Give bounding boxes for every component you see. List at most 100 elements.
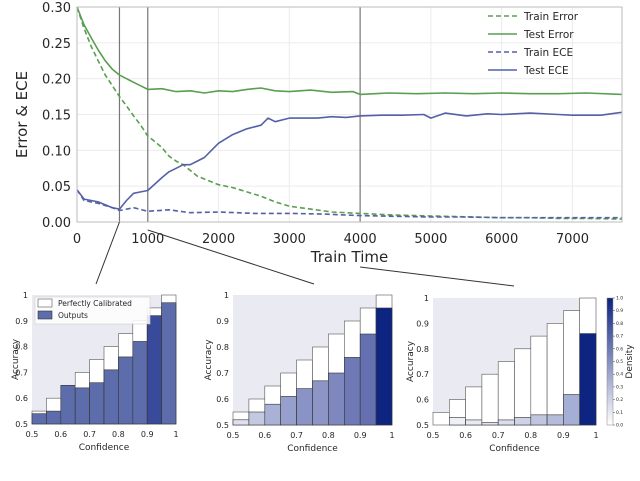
y-tick-label: 0.6 (15, 394, 28, 403)
colorbar-tick-label: 1.0 (616, 296, 623, 302)
x-axis-label: Confidence (79, 443, 130, 453)
main-legend: Train Error Test Error Train ECE Test ECE (488, 11, 579, 77)
output-bar (46, 410, 62, 425)
colorbar-tick-label: 0.6 (616, 346, 623, 352)
output-bar (232, 419, 250, 426)
x-tick-label: 0.8 (322, 431, 335, 440)
series-line-test-error (76, 6, 623, 96)
y-tick-label: 0.6 (216, 395, 229, 404)
legend-label: Outputs (58, 311, 88, 320)
y-tick-label: 0.7 (416, 370, 429, 379)
legend-label: Train ECE (523, 47, 573, 59)
main-y-tick-label: 0.05 (42, 180, 71, 195)
main-chart: 0 1000 2000 3000 4000 5000 6000 7000 0.00 0.05 0.1… (13, 1, 623, 266)
x-tick-label: 0.5 (26, 430, 39, 439)
output-bar (312, 380, 329, 426)
main-x-tick-label: 1000 (131, 232, 164, 247)
output-bar (248, 411, 266, 426)
perfect-calibration-bar (497, 361, 515, 426)
perfect-calibration-bar (465, 386, 483, 426)
x-tick-label: 0.5 (427, 431, 440, 440)
reliability-diagram-2: 0.5 0.6 0.7 0.8 0.9 1 0.5 0.6 0.7 0.8 0.9 1 Confiden… (204, 291, 395, 454)
y-tick-label: 0.7 (216, 369, 229, 378)
x-axis-label: Confidence (489, 444, 540, 454)
colorbar-label: Density (625, 344, 635, 379)
output-bar (546, 414, 564, 426)
output-bar (89, 382, 105, 425)
output-bar (497, 419, 515, 426)
colorbar-tick-label: 0.5 (616, 359, 623, 365)
main-x-axis-label: Train Time (310, 248, 388, 266)
main-y-tick-label: 0.15 (42, 109, 71, 124)
output-bar (103, 369, 119, 425)
legend-label: Train Error (523, 11, 579, 23)
colorbar-tick-label: 0.8 (616, 321, 623, 327)
connector-line (147, 229, 315, 285)
x-tick-label: 0.9 (141, 430, 154, 439)
main-x-tick-label: 4000 (344, 232, 377, 247)
output-bar (132, 341, 148, 425)
y-tick-label: 0.5 (216, 421, 229, 430)
series-line-train-error (76, 6, 623, 220)
colorbar-tick-label: 0.1 (616, 410, 623, 416)
output-bar (146, 315, 162, 425)
y-tick-label: 0.8 (416, 345, 429, 354)
perfect-calibration-bar (530, 335, 548, 426)
legend-label: Test ECE (523, 65, 569, 77)
colorbar-gradient (606, 297, 614, 426)
legend-label: Perfectly Calibrated (58, 299, 132, 308)
y-tick-label: 0.8 (15, 343, 28, 352)
output-bar (328, 372, 345, 426)
reliability-legend: Perfectly Calibrated Outputs (34, 296, 151, 325)
density-colorbar: 0.0 0.1 0.2 0.3 0.4 0.5 0.6 0.7 0.8 0.9 1.0 Density (606, 296, 635, 429)
colorbar-tick-label: 0.0 (616, 423, 623, 429)
output-bar (343, 357, 361, 426)
series-line-test-ece (76, 111, 623, 210)
output-bar (514, 417, 532, 426)
output-bar (296, 388, 313, 426)
x-tick-label: 0.7 (83, 430, 96, 439)
x-tick-label: 1 (389, 431, 394, 440)
output-bar (448, 417, 466, 426)
output-bar (563, 394, 581, 426)
main-x-tick-label: 5000 (414, 232, 447, 247)
y-tick-label: 0.9 (416, 319, 429, 328)
legend-swatch (37, 310, 53, 320)
y-tick-label: 1 (23, 291, 28, 300)
output-bar (280, 396, 297, 426)
main-y-tick-label: 0.10 (42, 144, 71, 159)
output-bar (359, 333, 377, 426)
y-tick-label: 0.9 (216, 317, 229, 326)
output-bar (579, 333, 597, 426)
main-x-tick-label: 6000 (485, 232, 518, 247)
output-bar (264, 403, 281, 426)
x-tick-label: 0.9 (354, 431, 367, 440)
y-tick-label: 0.5 (416, 421, 429, 430)
x-tick-label: 0.8 (524, 431, 537, 440)
y-tick-label: 0.5 (15, 420, 28, 429)
legend-box (34, 296, 151, 325)
x-tick-label: 0.8 (112, 430, 125, 439)
connector-line (360, 266, 515, 287)
x-tick-label: 0.6 (258, 431, 271, 440)
main-plot-frame (76, 6, 623, 223)
colorbar-tick-label: 0.7 (616, 334, 623, 340)
output-bar (60, 384, 76, 425)
output-bar (375, 307, 393, 426)
reliability-diagram-3: 0.5 0.6 0.7 0.8 0.9 1 0.5 0.6 0.7 0.8 0.9 1 Confiden… (406, 294, 635, 454)
perfect-calibration-bar (514, 348, 532, 426)
y-tick-label: 1 (224, 291, 229, 300)
x-tick-label: 0.9 (557, 431, 570, 440)
output-bar (118, 356, 134, 425)
main-y-tick-label: 0.30 (42, 1, 71, 16)
main-x-tick-label: 2000 (202, 232, 235, 247)
main-x-tick-label: 0 (73, 232, 81, 247)
x-tick-label: 0.5 (227, 431, 240, 440)
x-tick-label: 0.7 (492, 431, 505, 440)
main-y-tick-label: 0.25 (42, 37, 71, 52)
legend-swatch (37, 298, 53, 308)
perfect-calibration-bar (432, 411, 450, 426)
x-tick-label: 0.6 (459, 431, 472, 440)
output-bar (481, 422, 499, 426)
